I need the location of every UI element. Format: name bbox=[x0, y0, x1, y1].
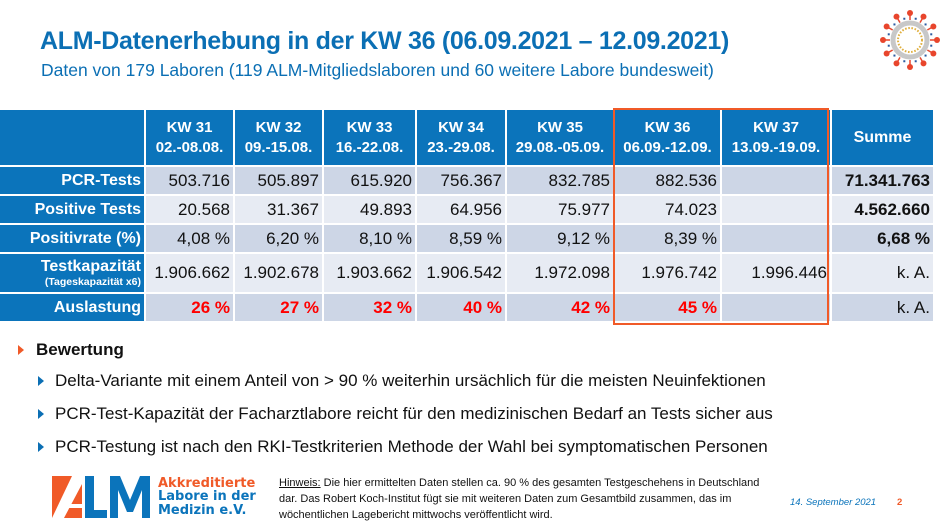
bewertung-item: PCR-Testung ist nach den RKI-Testkriteri… bbox=[38, 431, 773, 463]
alm-logo-mark-icon bbox=[52, 476, 150, 518]
column-header-kw37: KW 37 13.09.-19.09. bbox=[722, 110, 830, 165]
cell-value: 45 % bbox=[615, 294, 720, 321]
row-label: PCR-Tests bbox=[0, 167, 144, 194]
cell-value: 40 % bbox=[417, 294, 505, 321]
cell-value: 9,12 % bbox=[507, 225, 613, 252]
cell-sum: 71.341.763 bbox=[832, 167, 933, 194]
cell-value: 31.367 bbox=[235, 196, 322, 223]
footnote-text: Die hier ermittelten Daten stellen ca. 9… bbox=[279, 477, 760, 521]
cell-sum: k. A. bbox=[832, 254, 933, 292]
test-data-table: KW 31 02.-08.08. KW 32 09.-15.08. KW 33 16.… bbox=[0, 108, 935, 323]
cell-value: 615.920 bbox=[324, 167, 415, 194]
bewertung-item: PCR-Test-Kapazität der Facharztlabore re… bbox=[38, 398, 773, 430]
cell-value bbox=[722, 167, 830, 194]
cell-value: 1.903.662 bbox=[324, 254, 415, 292]
cell-value: 32 % bbox=[324, 294, 415, 321]
cell-value: 4,08 % bbox=[146, 225, 233, 252]
table-row-testkapazitaet: Testkapazität (Tageskapazität x6) 1.906.6… bbox=[0, 254, 933, 292]
table-row-auslastung: Auslastung 26 % 27 % 32 % 40 % 42 % 45 %… bbox=[0, 294, 933, 321]
cell-value: 64.956 bbox=[417, 196, 505, 223]
virus-icon bbox=[880, 10, 940, 70]
bewertung-section: Bewertung Delta-Variante mit einem Antei… bbox=[18, 336, 773, 463]
column-header-summe: Summe bbox=[832, 110, 933, 165]
slide-date: 14. September 2021 bbox=[790, 497, 877, 508]
bullet-arrow-icon bbox=[38, 442, 44, 452]
bullet-arrow-icon bbox=[18, 345, 24, 355]
row-label: Positive Tests bbox=[0, 196, 144, 223]
cell-value: 42 % bbox=[507, 294, 613, 321]
cell-value: 1.996.446 bbox=[722, 254, 830, 292]
cell-value: 1.906.542 bbox=[417, 254, 505, 292]
page-number: 2 bbox=[897, 497, 903, 508]
alm-logo-text: Akkreditierte Labore in der Medizin e.V. bbox=[158, 475, 256, 518]
table-row-positive-tests: Positive Tests 20.568 31.367 49.893 64.9… bbox=[0, 196, 933, 223]
cell-value bbox=[722, 294, 830, 321]
column-header-kw34: KW 34 23.-29.08. bbox=[417, 110, 505, 165]
column-header-kw32: KW 32 09.-15.08. bbox=[235, 110, 322, 165]
cell-value: 756.367 bbox=[417, 167, 505, 194]
table-row-pcr-tests: PCR-Tests 503.716 505.897 615.920 756.36… bbox=[0, 167, 933, 194]
bullet-arrow-icon bbox=[38, 409, 44, 419]
cell-sum: 6,68 % bbox=[832, 225, 933, 252]
cell-value: 6,20 % bbox=[235, 225, 322, 252]
cell-value: 26 % bbox=[146, 294, 233, 321]
cell-value: 75.977 bbox=[507, 196, 613, 223]
cell-value: 49.893 bbox=[324, 196, 415, 223]
column-header-kw36: KW 36 06.09.-12.09. bbox=[615, 110, 720, 165]
cell-sum: k. A. bbox=[832, 294, 933, 321]
row-sublabel: (Tageskapazität x6) bbox=[44, 276, 141, 288]
cell-value: 1.902.678 bbox=[235, 254, 322, 292]
cell-value bbox=[722, 225, 830, 252]
cell-value: 1.976.742 bbox=[615, 254, 720, 292]
table-header-row: KW 31 02.-08.08. KW 32 09.-15.08. KW 33 16.… bbox=[0, 110, 933, 165]
footnote: Hinweis: Die hier ermittelten Daten stel… bbox=[279, 475, 779, 523]
column-header-kw35: KW 35 29.08.-05.09. bbox=[507, 110, 613, 165]
cell-value: 20.568 bbox=[146, 196, 233, 223]
cell-value: 8,10 % bbox=[324, 225, 415, 252]
table-row-positivrate: Positivrate (%) 4,08 % 6,20 % 8,10 % 8,5… bbox=[0, 225, 933, 252]
cell-value: 882.536 bbox=[615, 167, 720, 194]
row-label: Testkapazität (Tageskapazität x6) bbox=[0, 254, 144, 292]
column-header-kw33: KW 33 16.-22.08. bbox=[324, 110, 415, 165]
cell-value: 27 % bbox=[235, 294, 322, 321]
cell-value: 8,59 % bbox=[417, 225, 505, 252]
cell-value bbox=[722, 196, 830, 223]
row-label: Auslastung bbox=[0, 294, 144, 321]
column-header-kw31: KW 31 02.-08.08. bbox=[146, 110, 233, 165]
bewertung-heading: Bewertung bbox=[18, 336, 773, 364]
footnote-label: Hinweis: bbox=[279, 477, 321, 489]
cell-value: 503.716 bbox=[146, 167, 233, 194]
row-label: Positivrate (%) bbox=[0, 225, 144, 252]
cell-value: 1.972.098 bbox=[507, 254, 613, 292]
bewertung-item: Delta-Variante mit einem Anteil von > 90… bbox=[38, 365, 773, 397]
cell-value: 74.023 bbox=[615, 196, 720, 223]
bullet-arrow-icon bbox=[38, 376, 44, 386]
page-title: ALM-Datenerhebung in der KW 36 (06.09.20… bbox=[40, 27, 730, 55]
page-subtitle: Daten von 179 Laboren (119 ALM-Mitglieds… bbox=[41, 60, 714, 80]
cell-value: 1.906.662 bbox=[146, 254, 233, 292]
cell-value: 505.897 bbox=[235, 167, 322, 194]
header-corner-cell bbox=[0, 110, 144, 165]
alm-logo: Akkreditierte Labore in der Medizin e.V. bbox=[52, 476, 256, 518]
cell-value: 8,39 % bbox=[615, 225, 720, 252]
cell-sum: 4.562.660 bbox=[832, 196, 933, 223]
cell-value: 832.785 bbox=[507, 167, 613, 194]
